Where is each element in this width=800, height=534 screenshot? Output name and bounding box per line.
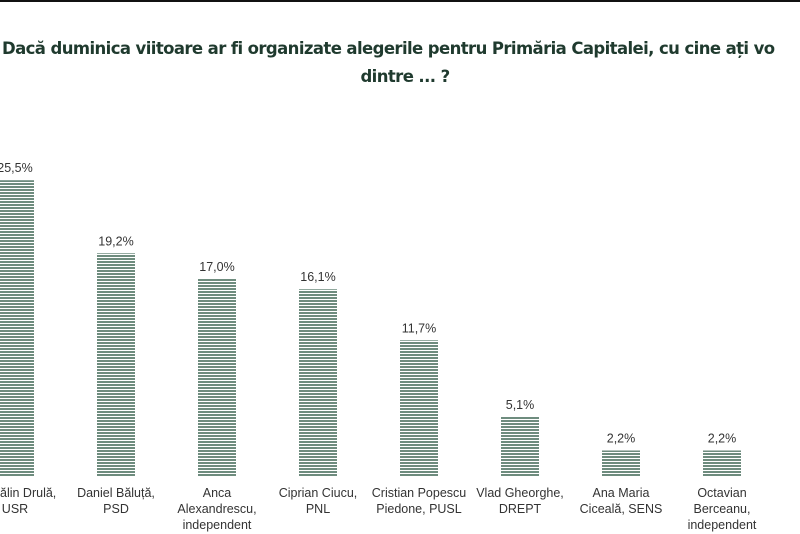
x-tick-label: Octavian	[697, 486, 746, 500]
bar	[198, 278, 236, 476]
x-tick-label: Ciceală, SENS	[580, 502, 663, 516]
value-label: 2,2%	[708, 431, 737, 445]
x-tick-label: Alexandrescu,	[177, 502, 256, 516]
bar	[602, 450, 640, 476]
x-tick-label: ălin Drulă,	[0, 486, 56, 500]
x-tick-label: Ciprian Ciucu,	[279, 486, 358, 500]
value-label: 16,1%	[300, 270, 335, 284]
chart-title: Dacă duminica viitoare ar fi organizate …	[2, 39, 775, 58]
value-label: 2,2%	[607, 431, 636, 445]
x-tick-label: Cristian Popescu	[372, 486, 467, 500]
bar	[501, 416, 539, 476]
x-tick-label: PNL	[306, 502, 330, 516]
bar	[0, 180, 34, 476]
x-tick-label: Piedone, PUSL	[376, 502, 462, 516]
x-tick-label: independent	[183, 518, 252, 532]
chart-title: dintre ... ?	[360, 67, 449, 86]
x-tick-label: Anca	[203, 486, 232, 500]
value-label: 11,7%	[402, 321, 437, 335]
bar	[703, 450, 741, 476]
x-tick-label: independent	[688, 518, 757, 532]
value-label: 25,5%	[0, 161, 33, 175]
x-tick-label: Ana Maria	[593, 486, 650, 500]
x-tick-label: Vlad Gheorghe,	[476, 486, 564, 500]
value-label: 5,1%	[506, 398, 535, 412]
x-tick-label: DREPT	[499, 502, 542, 516]
x-tick-label: Daniel Băluță,	[77, 486, 155, 500]
bar	[97, 253, 135, 476]
x-tick-label: USR	[2, 502, 28, 516]
value-label: 19,2%	[98, 234, 133, 248]
x-tick-label: PSD	[103, 502, 129, 516]
bar	[400, 340, 438, 476]
bar	[299, 289, 337, 476]
x-tick-label: Berceanu,	[694, 502, 751, 516]
value-label: 17,0%	[199, 260, 234, 274]
